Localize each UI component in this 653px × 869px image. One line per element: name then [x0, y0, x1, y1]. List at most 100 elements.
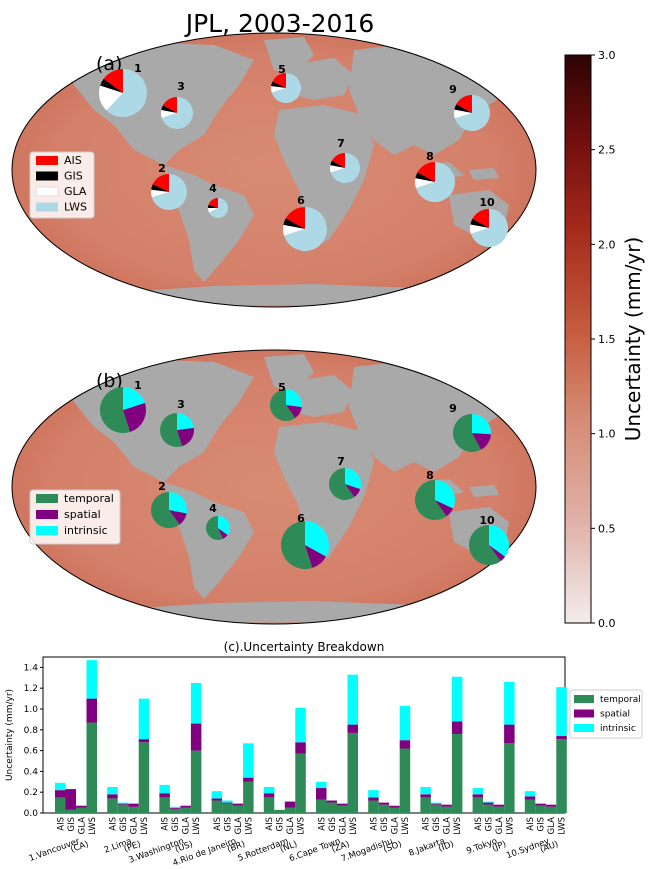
x-tick-label: GIS [276, 817, 286, 832]
bar-segment-spatial [326, 800, 337, 803]
pie-slice-ais [331, 153, 345, 168]
bar-segment-intrinsic [55, 782, 66, 791]
site-number-label: 3 [177, 398, 185, 411]
colorbar-tick-label: 2.5 [598, 144, 616, 157]
site-number-label: 8 [426, 469, 434, 482]
bar-segment-spatial [159, 793, 170, 798]
y-tick-label: 0.4 [24, 767, 39, 777]
bar-segment-spatial [378, 802, 390, 805]
legend-swatch-gis [36, 171, 58, 181]
bar-segment-spatial [399, 740, 411, 749]
bar-segment-temporal [556, 739, 567, 813]
bar-segment-spatial [128, 803, 139, 807]
pie-slice-gla [161, 110, 177, 118]
site-number-label: 7 [337, 455, 345, 468]
legend-label-temporal: temporal [600, 695, 641, 705]
x-tick-label: LWS [401, 817, 411, 835]
pie-slice-lws [271, 73, 302, 103]
pie-slice-spatial [435, 500, 454, 517]
y-tick-label: 0.0 [24, 809, 39, 819]
bar-segment-spatial [504, 724, 515, 744]
pie-slice-ais [162, 97, 177, 113]
colorbar-tick-label: 0.5 [598, 522, 616, 535]
y-tick-label: 1.2 [24, 684, 38, 694]
pie-slice-gla [330, 165, 345, 173]
y-tick-label: 1.4 [24, 663, 39, 673]
legend-label-spatial: spatial [600, 710, 630, 720]
x-tick-label: LWS [192, 817, 202, 835]
bar-segment-spatial [211, 798, 223, 801]
pie-slice-ais [472, 209, 489, 228]
bar-segment-spatial [389, 805, 400, 808]
site-number-label: 1 [134, 62, 142, 75]
pie-slice-spatial [489, 545, 506, 562]
pie-slice-lws [209, 198, 229, 219]
panel-label-a: (a) [96, 53, 122, 75]
site-number-label: 10 [479, 514, 495, 527]
bar-segment-spatial [107, 794, 118, 799]
bar-segment-temporal [441, 806, 452, 813]
bar-segment-temporal [55, 797, 66, 813]
bar-segment-temporal [504, 743, 515, 813]
bar-segment-temporal [493, 806, 505, 813]
pie-slice-intrinsic [435, 480, 455, 509]
bar-segment-spatial [138, 739, 150, 743]
pie-slice-gis [283, 218, 305, 229]
x-tick-label: AIS [56, 817, 66, 831]
pie-slice-intrinsic [345, 468, 362, 489]
bar-segment-intrinsic [483, 801, 494, 803]
legend-swatch-spatial [574, 709, 594, 718]
bar-segment-temporal [211, 800, 223, 813]
bar-segment-temporal [169, 808, 181, 813]
legend-label-gla: GLA [64, 185, 87, 198]
pie-slice-intrinsic [472, 414, 491, 435]
colorbar-tick-label: 3.0 [598, 49, 616, 62]
pie-slice-gla [151, 189, 169, 198]
x-tick-label: LWS [349, 817, 359, 835]
x-tick-label: LWS [505, 817, 515, 835]
pie-slice-gla [470, 224, 489, 234]
map-a: (a) 1 2 3 4 5 6 7 8 9 10 AIS GIS GLA LWS [11, 32, 537, 308]
pie-slice-ais [272, 73, 286, 88]
pie-slice-spatial [472, 433, 491, 450]
x-tick-label: LWS [453, 817, 463, 835]
legend-label-lws: LWS [64, 201, 87, 214]
pie-slice-ais [103, 69, 123, 93]
bar-segment-spatial [524, 796, 536, 800]
x-tick-label: GIS [328, 817, 338, 832]
legend-swatch-lws [36, 202, 58, 212]
pie-slice-lws [415, 162, 455, 203]
pie-slice-ais [152, 174, 169, 192]
bar-segment-temporal [180, 807, 191, 813]
bar-segment-temporal [545, 806, 557, 813]
legend-label-spatial: spatial [64, 508, 101, 521]
site-number-label: 2 [158, 480, 166, 493]
x-tick-label: GIS [171, 817, 181, 832]
legend-swatch-ais [36, 156, 58, 165]
x-tick-label: AIS [474, 817, 484, 831]
bar-segment-intrinsic [504, 681, 515, 725]
site-number-label: 5 [278, 381, 286, 394]
bar-segment-intrinsic [524, 791, 536, 797]
bar-segment-intrinsic [295, 707, 306, 743]
bar-segment-temporal [190, 750, 202, 813]
x-tick-label: GLA [547, 817, 557, 835]
site-number-label: 7 [337, 137, 345, 150]
pie-slice-temporal [270, 389, 296, 422]
pie-slice-gis [470, 218, 489, 228]
bar-segment-intrinsic [138, 698, 150, 740]
pie-slice-ais [285, 207, 305, 229]
pie-slice-ais [456, 95, 472, 113]
pie-slice-lws [161, 97, 193, 129]
legend-c: temporal spatial intrinsic [569, 689, 643, 739]
pie-slice-lws [151, 174, 188, 210]
bar-segment-spatial [451, 721, 463, 734]
pie-slice-ais [208, 198, 218, 208]
bar-segment-spatial [545, 804, 557, 807]
site-number-label: 9 [449, 402, 457, 415]
bar-segment-temporal [368, 800, 379, 813]
colorbar-tick-label: 0.0 [598, 617, 616, 630]
bar-segment-temporal [232, 805, 244, 813]
bar-segment-intrinsic [347, 674, 358, 725]
